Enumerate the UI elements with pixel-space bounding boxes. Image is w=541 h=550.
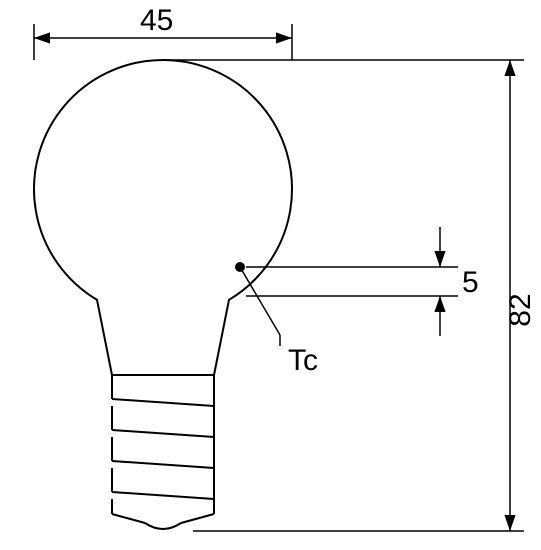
dimension-set: 45 82 5 Tc bbox=[34, 4, 537, 531]
dim-width-value: 45 bbox=[140, 4, 173, 37]
bulb-outline bbox=[34, 60, 292, 529]
dim-height-value: 82 bbox=[504, 293, 537, 326]
tc-label: Tc bbox=[288, 344, 318, 377]
dim-offset-value: 5 bbox=[462, 266, 479, 299]
bulb-dimension-drawing: 45 82 5 Tc bbox=[0, 0, 541, 550]
